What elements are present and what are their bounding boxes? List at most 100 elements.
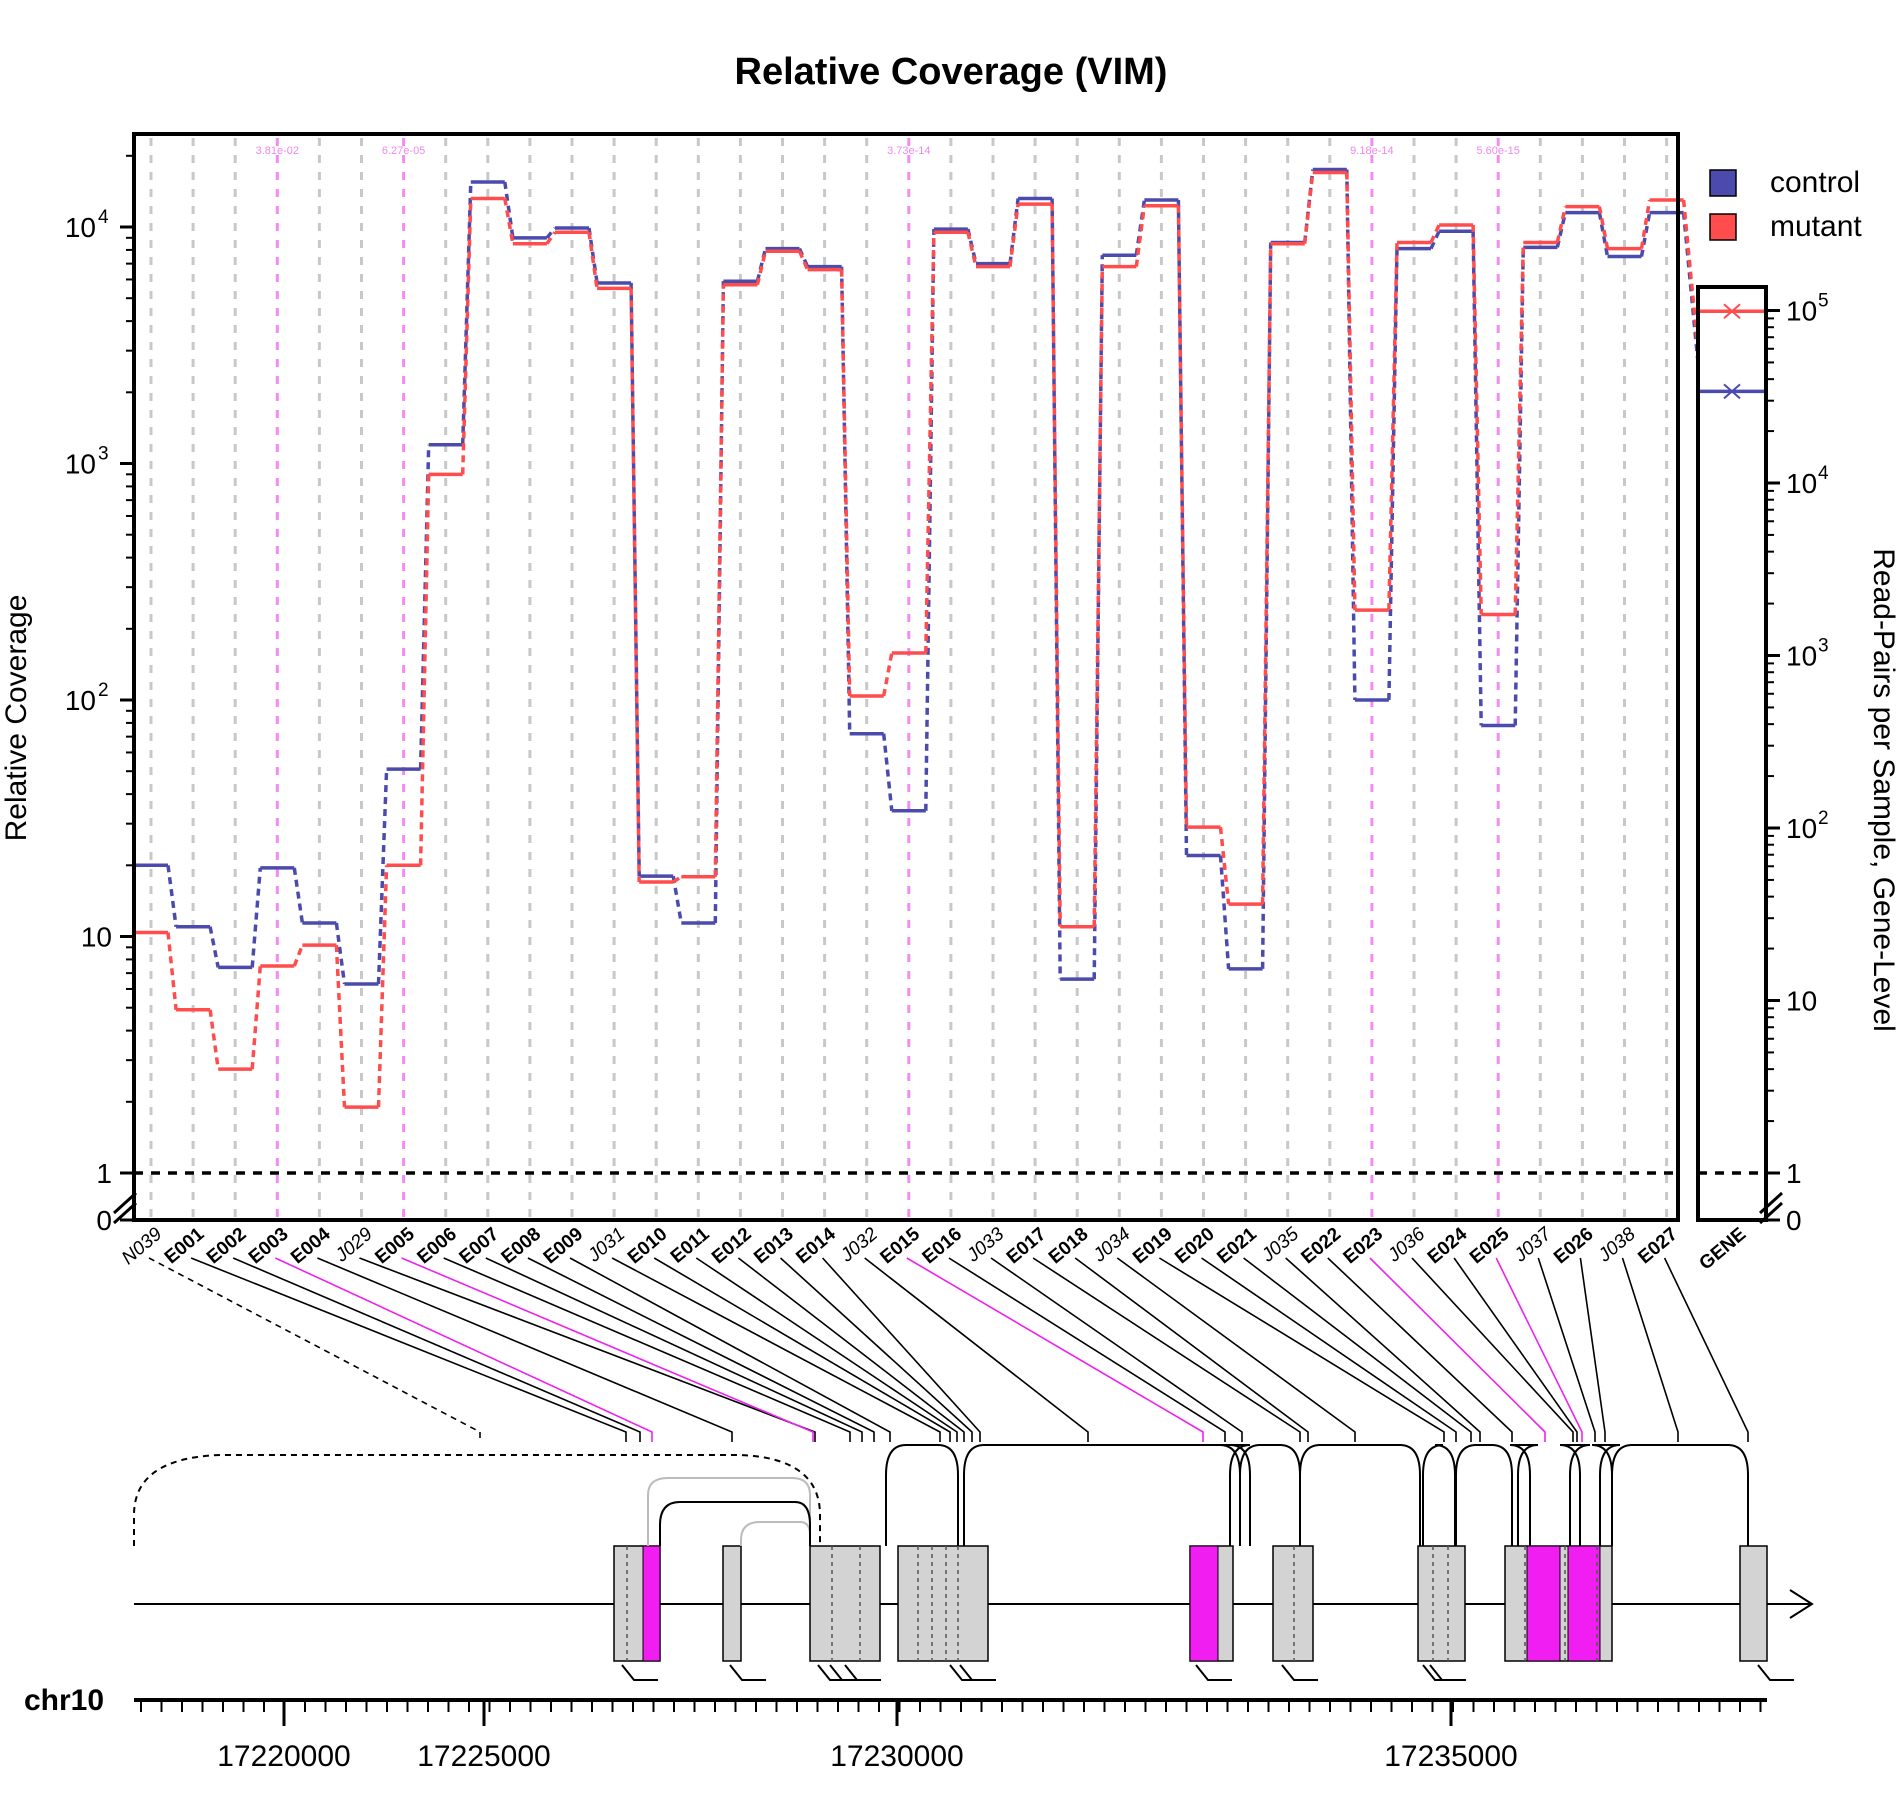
gene-model-track: chr10 17220000 17225000 17230000 17235000 [24,1444,1814,1773]
right-y-tick-exponent: 2 [1818,808,1829,829]
series-connector [587,232,599,289]
significant-region [642,1545,661,1662]
feature-connector [401,1257,814,1442]
junction-arc [659,1501,811,1546]
series-connector [250,965,263,1070]
significant-region [1189,1545,1219,1662]
transcript-hook [621,1664,658,1681]
pvalue-label: 3.81e-02 [256,145,299,157]
y-tick-label: 10 [81,922,112,953]
transcript-hook [844,1664,881,1681]
feature-connector [1537,1257,1596,1442]
series-connector [503,181,515,239]
gene-label: GENE [1695,1224,1750,1275]
feature-label: E020 [1171,1224,1218,1269]
legend: control mutant [1709,166,1862,243]
feature-label: J035 [1257,1223,1303,1266]
series-connector [208,926,220,968]
feature-connector [443,1257,851,1442]
series-connector [755,248,768,282]
pvalue-label: 9.18e-14 [1350,145,1393,157]
series-connector [1134,205,1147,267]
series-connector [1681,199,1700,351]
feature-label: E021 [1213,1223,1261,1268]
junction-arc-gray [740,1521,811,1546]
feature-connector [1285,1257,1481,1442]
transcript-hook [1429,1664,1466,1681]
series-connector [797,250,810,271]
feature-label: E024 [1424,1223,1472,1268]
feature-connector [695,1257,958,1442]
right-y-tick-label: 0 [1786,1205,1802,1236]
feature-connector [1621,1257,1679,1442]
exon-box [1417,1545,1466,1662]
series-connector [1218,855,1231,969]
y-axis-label: Relative Coverage [0,595,33,842]
feature-label: E010 [624,1224,671,1269]
series-connector [1387,248,1399,701]
exon-box [809,1545,881,1662]
feature-connector [864,1257,1089,1442]
pvalue-label: 6.27e-05 [382,145,425,157]
feature-label: E003 [245,1224,292,1269]
y-tick-exponent: 3 [98,444,109,465]
series-connector [418,474,431,866]
feature-label: J031 [583,1224,629,1267]
feature-connector [1327,1257,1513,1442]
feature-label: E009 [540,1224,587,1269]
feature-label: E026 [1550,1224,1597,1269]
series-connector [671,875,684,924]
exon-box [897,1545,989,1662]
feature-label: J034 [1089,1224,1135,1267]
series-connector [1260,243,1273,905]
feature-label: E019 [1129,1224,1176,1269]
feature-connector [1495,1257,1583,1442]
series-connector [1429,230,1441,250]
feature-connector [569,1257,891,1442]
y-tick-label: 0 [96,1205,112,1236]
junction-arc [1239,1444,1301,1546]
y-tick-label: 1 [96,1158,112,1189]
feature-connector [527,1257,875,1442]
axis-break [1758,1201,1784,1225]
series-connector [1008,198,1020,264]
series-connector [1008,203,1020,267]
series-connector [1471,224,1483,615]
junction-arc [1455,1444,1513,1546]
gene-point-control [1723,383,1741,400]
pvalue-label: 3.73e-14 [887,145,930,157]
legend-label-control: control [1770,166,1860,199]
series-connector [250,867,263,968]
feature-label: E014 [792,1223,840,1268]
feature-connector [653,1257,951,1442]
feature-label: E023 [1340,1224,1387,1269]
exon-box [722,1545,742,1662]
feature-label: J029 [331,1223,377,1266]
series-connector [545,226,557,239]
feature-connector [906,1257,1204,1442]
series-connector [924,232,936,654]
y-tick-exponent: 4 [98,207,109,228]
exon-box [1272,1545,1314,1662]
junction-arc-gray [647,1477,811,1546]
feature-connector [317,1257,733,1442]
coord-label: 17230000 [830,1740,963,1773]
plot-frame [132,132,1680,1222]
strand-arrow [1789,1589,1814,1619]
series-connector [713,284,726,877]
series-connector [1218,826,1231,905]
feature-connector [1074,1257,1309,1442]
feature-connector [232,1257,641,1442]
junction-arc [1559,1444,1591,1546]
series-connector [166,932,178,1010]
chromosome-label: chr10 [24,1684,104,1717]
feature-label: N039 [118,1223,167,1269]
exon-box [1739,1545,1768,1662]
series-connector [1176,200,1189,856]
significant-region [1567,1545,1601,1662]
series-connector [503,198,515,245]
series-connector [1639,212,1652,257]
right-y-tick-label: 10 [1786,468,1817,499]
feature-label: J033 [962,1223,1008,1266]
gene-point-mutant [1723,303,1741,320]
